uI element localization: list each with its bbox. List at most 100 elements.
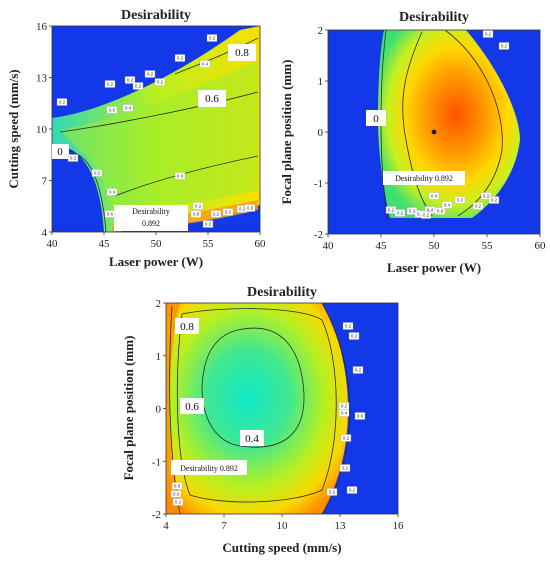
svg-text:0.4: 0.4 — [245, 433, 259, 445]
design-point-label: 0.6 — [434, 207, 446, 215]
panel-2-y-axis-label: Focal plane position (mm) — [279, 60, 294, 205]
svg-text:0.4: 0.4 — [202, 62, 209, 67]
y-tick-label: 2 — [318, 25, 324, 37]
panel-2-contour-inner — [402, 31, 433, 217]
y-tick-label: 2 — [156, 298, 162, 310]
svg-text:0.2: 0.2 — [483, 194, 490, 199]
x-tick-label: 4 — [163, 520, 169, 532]
panel-3-optimum-label: Desirability 0.892 — [171, 460, 247, 475]
design-point-label: 0.4 — [122, 104, 134, 112]
x-tick-label: 13 — [335, 520, 347, 532]
design-point-label: 0.2 — [144, 70, 156, 78]
x-tick-label: 50 — [429, 240, 441, 252]
design-point-label: 0.8 — [171, 482, 183, 490]
panel-3-contour-06 — [176, 308, 337, 503]
svg-text:0.6: 0.6 — [205, 93, 219, 105]
svg-text:0.6: 0.6 — [107, 212, 114, 217]
panel-1-y-ticks: 4 7 10 13 16 — [36, 21, 52, 239]
svg-text:0.2: 0.2 — [355, 368, 362, 373]
design-point-label: 0.4 — [338, 409, 350, 417]
design-point-label: 0.2 — [132, 82, 144, 90]
svg-text:0: 0 — [57, 146, 63, 158]
design-point-label: 0.4 — [199, 60, 211, 68]
panel-2-y-ticks: -2 -1 0 1 2 — [314, 25, 328, 241]
svg-text:0.2: 0.2 — [209, 36, 216, 41]
x-tick-label: 16 — [393, 520, 405, 532]
svg-text:0.2: 0.2 — [501, 44, 508, 49]
panel-1-contour-label-08: 0.8 — [228, 44, 256, 61]
svg-text:0.892: 0.892 — [142, 219, 160, 228]
design-point-label: 0.2 — [348, 332, 360, 340]
design-point-label: 0.4 — [441, 201, 453, 209]
panel-1-y-axis-label: Cutting speed (mm/s) — [6, 69, 21, 188]
panel-1-heatmap — [52, 26, 260, 232]
y-tick-label: 1 — [156, 351, 162, 363]
svg-text:0.4: 0.4 — [341, 411, 348, 416]
y-tick-label: 16 — [36, 21, 48, 33]
y-tick-label: -1 — [314, 178, 323, 190]
panel-3-contour-label-06: 0.6 — [180, 398, 204, 414]
design-point-label: 0.6 — [354, 412, 366, 420]
x-tick-label: 45 — [99, 238, 111, 250]
svg-text:0.2: 0.2 — [157, 80, 164, 85]
design-point-label: 0.2 — [192, 202, 204, 210]
svg-text:0.2: 0.2 — [135, 84, 142, 89]
svg-text:0.2: 0.2 — [329, 490, 336, 495]
y-tick-label: 13 — [36, 73, 48, 85]
svg-text:0.2: 0.2 — [409, 209, 416, 214]
design-point-label: 0.2 — [472, 202, 484, 210]
design-point-label: 0.8 — [244, 204, 256, 212]
y-tick-label: 1 — [318, 76, 324, 88]
svg-text:0.2: 0.2 — [205, 222, 212, 227]
svg-text:0.2: 0.2 — [59, 100, 66, 105]
panel-3-contour-label-04: 0.4 — [240, 430, 264, 446]
design-point-label: 0.4 — [428, 192, 440, 200]
svg-text:0.4: 0.4 — [431, 194, 438, 199]
svg-text:0.6: 0.6 — [173, 492, 180, 497]
svg-text:0.2: 0.2 — [107, 82, 114, 87]
svg-text:0.4: 0.4 — [177, 174, 184, 179]
design-point-label: 0.2 — [104, 80, 116, 88]
panel-2-heatmap — [328, 30, 540, 234]
design-point-label: 0.2 — [338, 402, 350, 410]
design-point-label: 0.2 — [67, 154, 79, 162]
svg-text:0.4: 0.4 — [427, 208, 434, 213]
panel-2-x-ticks: 40 45 50 55 60 — [323, 234, 547, 252]
svg-text:0.6: 0.6 — [357, 414, 364, 419]
panel-1-contour-08 — [174, 37, 259, 75]
svg-text:0: 0 — [373, 113, 379, 125]
design-point-label: 0.2 — [339, 464, 351, 472]
x-tick-label: 7 — [221, 520, 227, 532]
y-tick-label: 10 — [36, 124, 48, 136]
svg-text:0.2: 0.2 — [341, 404, 348, 409]
svg-text:0.2: 0.2 — [175, 500, 182, 505]
panel-2-design-points: 0.20.20.20.2 0.20.20.4 0.60.40.20.20.20.20… — [385, 30, 510, 219]
panel-3-design-points: 0.2 0.2 0.2 0.2 0.4 0.6 0.2 0.2 0.2 0.2 0.8 0.6 0.2 — [170, 322, 366, 506]
x-tick-label: 40 — [47, 238, 59, 250]
svg-text:0.2: 0.2 — [343, 436, 350, 441]
svg-text:0.4: 0.4 — [444, 203, 451, 208]
svg-text:0.2: 0.2 — [349, 488, 356, 493]
y-tick-label: 4 — [42, 227, 48, 239]
design-point-label: 0.2 — [346, 486, 358, 494]
x-tick-label: 55 — [203, 238, 215, 250]
x-tick-label: 60 — [535, 240, 547, 252]
y-tick-label: -2 — [314, 229, 323, 241]
svg-text:0.2: 0.2 — [457, 198, 464, 203]
svg-text:0.4: 0.4 — [109, 190, 116, 195]
panel-3-contour-0 — [321, 303, 351, 514]
panel-3-y-ticks: -2 -1 0 1 2 — [152, 298, 166, 521]
svg-text:0.2: 0.2 — [177, 56, 184, 61]
design-point-label: 0.2 — [206, 34, 218, 42]
svg-text:0.2: 0.2 — [342, 466, 349, 471]
svg-text:0.2: 0.2 — [351, 334, 358, 339]
x-tick-label: 60 — [255, 238, 267, 250]
svg-text:0.2: 0.2 — [239, 207, 246, 212]
svg-text:0.2: 0.2 — [397, 211, 404, 216]
design-point-label: 0.2 — [174, 54, 186, 62]
svg-text:0.8: 0.8 — [193, 212, 200, 217]
svg-text:0.2: 0.2 — [94, 171, 101, 176]
design-point-label: 0.2 — [385, 206, 397, 214]
design-point-label: 0.6 — [106, 106, 118, 114]
svg-text:0.2: 0.2 — [485, 32, 492, 37]
